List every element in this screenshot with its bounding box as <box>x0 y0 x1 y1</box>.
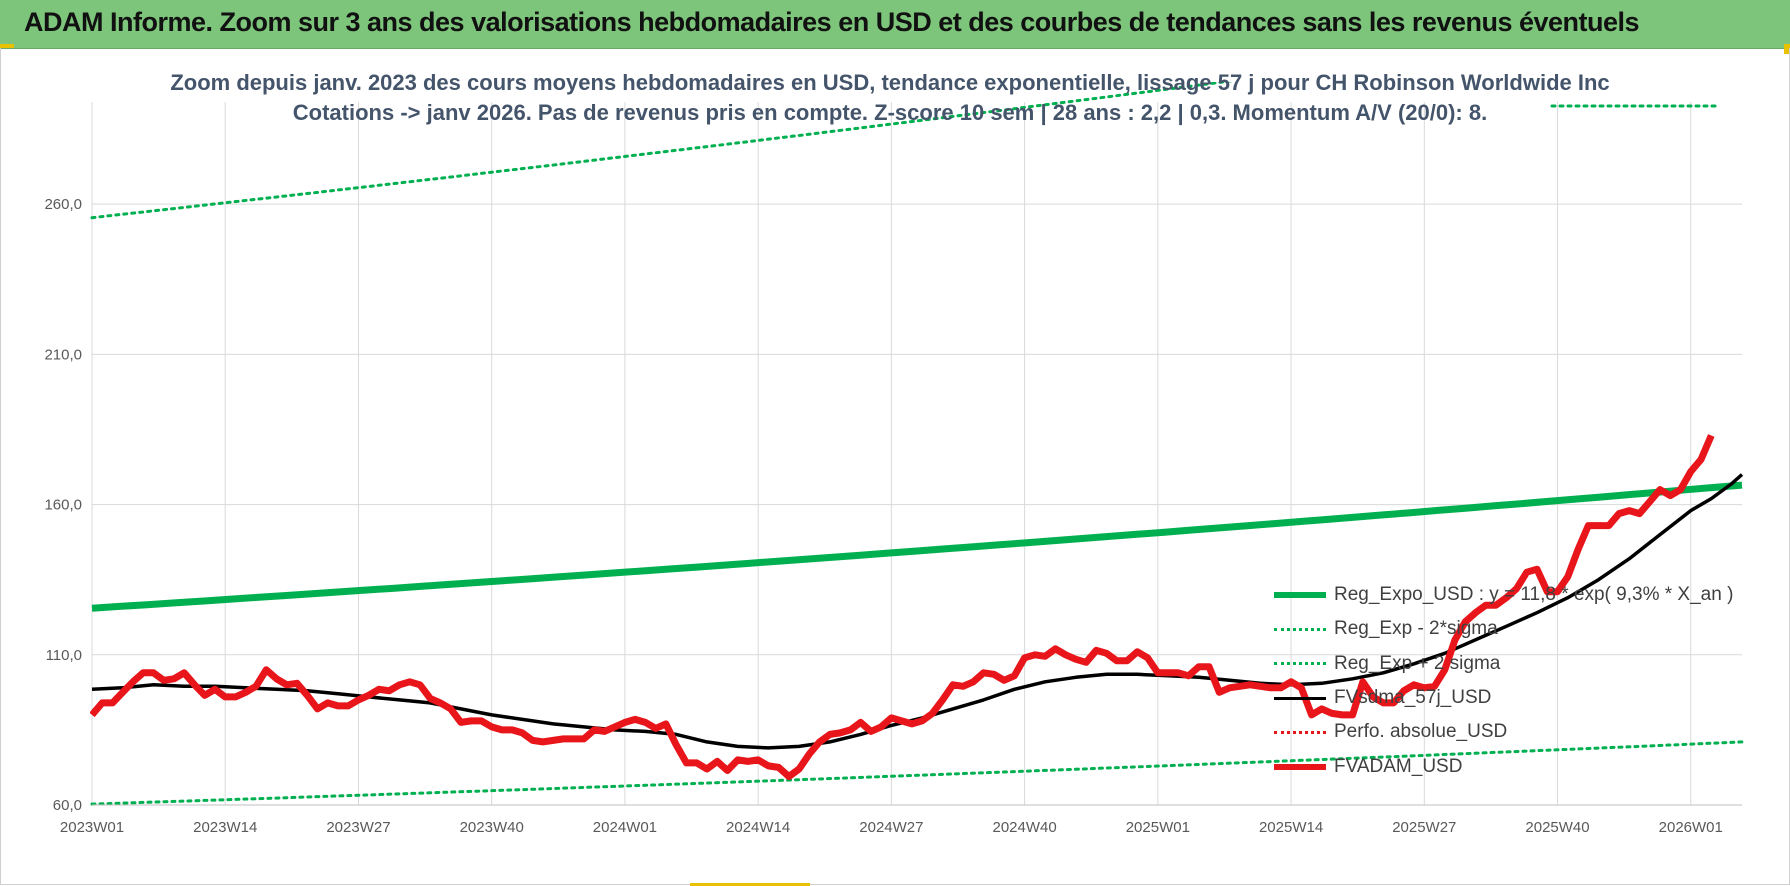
legend-label: Perfo. absolue_USD <box>1334 721 1508 743</box>
legend-item: Perfo. absolue_USD <box>1274 715 1744 749</box>
x-tick-label: 2025W01 <box>1126 819 1190 836</box>
series-line-1 <box>90 740 1744 806</box>
x-tick-label: 2023W27 <box>326 819 390 836</box>
x-tick-label: 2023W40 <box>460 819 524 836</box>
chart-title: Zoom depuis janv. 2023 des cours moyens … <box>90 68 1690 128</box>
x-tick-label: 2026W01 <box>1659 819 1723 836</box>
legend-label: FVsdma_57j_USD <box>1334 687 1492 709</box>
x-tick-label: 2025W40 <box>1525 819 1589 836</box>
x-tick-label: 2023W01 <box>60 819 124 836</box>
chart-title-line-1: Zoom depuis janv. 2023 des cours moyens … <box>170 70 1610 95</box>
y-tick-label: 60,0 <box>53 797 82 814</box>
x-tick-label: 2024W14 <box>726 819 790 836</box>
legend-item: Reg_Exp + 2 sigma <box>1274 647 1744 681</box>
chart-axes: 60,0 110,0 160,0 210,0 260,0 2023W01 2023W14 20… <box>44 196 1742 836</box>
series-line-0 <box>91 481 1743 612</box>
legend-swatch <box>1274 627 1326 631</box>
series-line-3 <box>91 473 1744 750</box>
legend-item: FVsdma_57j_USD <box>1274 681 1744 715</box>
legend-label: Reg_Expo_USD : y = 11,8 * exp( 9,3% * X_… <box>1334 584 1734 606</box>
x-tick-label: 2025W14 <box>1259 819 1323 836</box>
bottom-marker <box>690 883 810 886</box>
y-tick-label: 260,0 <box>44 196 82 213</box>
legend-label: Reg_Exp + 2 sigma <box>1334 652 1501 674</box>
header-bar <box>0 0 1790 49</box>
legend-item: Reg_Exp - 2*sigma <box>1274 612 1744 646</box>
legend-swatch <box>1274 696 1326 700</box>
series-line-5 <box>90 434 1715 780</box>
legend-swatch <box>1274 730 1326 734</box>
corner-marker-left <box>0 44 14 48</box>
corner-marker-right <box>1784 44 1790 54</box>
y-tick-label: 110,0 <box>46 647 82 664</box>
x-tick-label: 2024W40 <box>992 819 1056 836</box>
chart-title-line-2: Cotations -> janv 2026. Pas de revenus p… <box>292 100 1488 125</box>
series-line-2 <box>90 82 1235 220</box>
x-tick-label: 2025W27 <box>1392 819 1456 836</box>
legend-swatch <box>1274 592 1326 599</box>
y-tick-label: 210,0 <box>44 346 82 363</box>
legend-label: Reg_Exp - 2*sigma <box>1334 618 1498 640</box>
chart-series <box>90 82 1744 806</box>
x-tick-label: 2024W27 <box>859 819 923 836</box>
legend-label: FVADAM_USD <box>1334 755 1463 777</box>
legend-swatch <box>1274 662 1326 666</box>
legend-item: FVADAM_USD <box>1274 749 1744 783</box>
chart-legend: Reg_Expo_USD : y = 11,8 * exp( 9,3% * X_… <box>1274 578 1744 784</box>
legend-item: Reg_Expo_USD : y = 11,8 * exp( 9,3% * X_… <box>1274 578 1744 612</box>
page-title: ADAM Informe. Zoom sur 3 ans des valoris… <box>24 7 1640 37</box>
y-tick-label: 160,0 <box>44 497 82 514</box>
x-tick-label: 2023W14 <box>193 819 257 836</box>
x-tick-label: 2024W01 <box>593 819 657 836</box>
legend-swatch <box>1274 763 1326 770</box>
